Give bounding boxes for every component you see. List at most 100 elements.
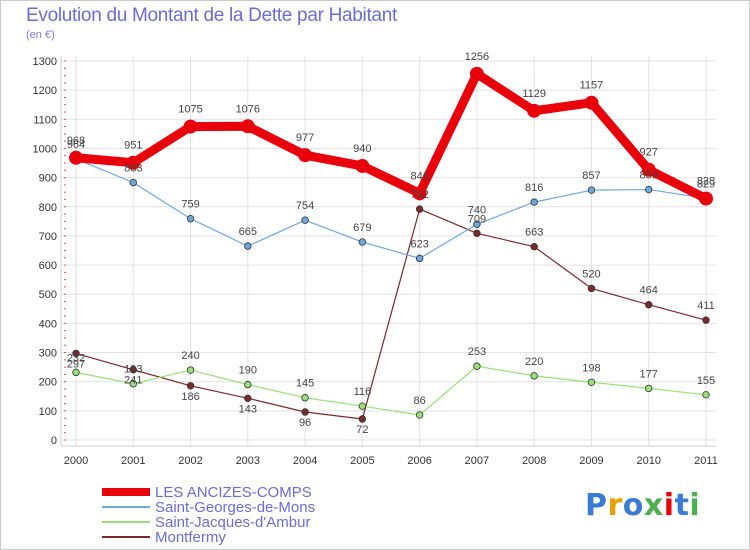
data-point	[699, 191, 713, 206]
legend-label: Saint-Jacques-d'Ambur	[155, 514, 310, 531]
data-label: 220	[525, 356, 543, 368]
data-label: 411	[697, 300, 715, 312]
data-label: 977	[296, 132, 314, 144]
series-line-3	[75, 208, 707, 420]
data-point	[645, 301, 653, 309]
data-point	[301, 408, 309, 416]
data-point	[587, 284, 596, 293]
axes: 0 100 200 300 400 500 600 700 800 900 1000 1100 1200…	[33, 56, 718, 467]
data-label: 1076	[236, 103, 260, 115]
data-label: 1075	[178, 104, 202, 116]
data-point	[301, 216, 309, 224]
series-line-1	[75, 158, 707, 259]
data-labels: 968 951 1075 1076 977 940 846 1256 1129 1157 927 82…	[67, 51, 715, 436]
data-label: 816	[525, 182, 543, 194]
data-point	[186, 382, 195, 390]
y-tick-label: 1000	[33, 143, 57, 155]
legend: LES ANCIZES-COMPSSaint-Georges-de-MonsSa…	[102, 484, 315, 546]
data-label: 240	[181, 350, 199, 362]
data-label: 86	[414, 395, 426, 407]
data-point	[358, 415, 367, 423]
data-point	[645, 384, 653, 393]
data-point	[702, 391, 710, 399]
data-point	[183, 119, 198, 134]
data-label: 792	[410, 189, 428, 201]
data-point	[469, 66, 484, 81]
data-point	[473, 362, 481, 370]
data-label: 829	[697, 178, 715, 190]
data-label: 663	[525, 227, 543, 239]
data-label: 740	[468, 204, 486, 216]
data-label: 145	[296, 378, 314, 390]
data-label: 665	[239, 226, 257, 238]
x-tick-label: 2008	[522, 455, 546, 467]
data-point	[301, 394, 309, 402]
data-point	[587, 186, 596, 194]
x-tick-label: 2010	[636, 455, 660, 467]
data-label: 177	[640, 368, 658, 380]
proxiti-logo: Proxiti	[585, 488, 700, 523]
y-tick-label: 700	[39, 231, 57, 243]
data-label: 297	[67, 358, 85, 370]
data-label: 859	[640, 170, 658, 182]
grid-lines	[61, 56, 716, 446]
y-tick-label: 600	[39, 260, 57, 272]
data-label: 193	[124, 364, 142, 376]
data-point	[129, 366, 137, 374]
data-point	[415, 254, 424, 263]
y-tick-label: 1200	[33, 85, 57, 97]
data-label: 883	[124, 163, 142, 175]
y-tick-label: 200	[39, 377, 57, 389]
y-tick-label: 0	[51, 435, 57, 447]
data-point	[473, 220, 481, 228]
logo-letter: i	[689, 488, 701, 523]
legend-label: Saint-Georges-de-Mons	[155, 499, 315, 516]
logo-letter: t	[674, 488, 690, 523]
data-label: 155	[697, 375, 715, 387]
x-tick-label: 2005	[350, 455, 374, 467]
logo-letter: i	[663, 488, 675, 523]
data-label: 828	[697, 176, 715, 188]
x-tick-label: 2002	[178, 455, 202, 467]
data-label: 232	[67, 352, 85, 364]
data-point	[186, 215, 195, 223]
data-point	[530, 198, 538, 206]
y-tick-label: 800	[39, 202, 57, 214]
data-label: 186	[181, 391, 199, 403]
data-label: 96	[299, 417, 311, 429]
data-label: 72	[356, 424, 368, 436]
series-line-0	[71, 69, 711, 204]
data-point	[415, 205, 424, 213]
data-point	[129, 380, 137, 388]
legend-label: Montfermy	[155, 529, 226, 546]
data-point	[473, 229, 481, 237]
data-label: 754	[296, 200, 314, 212]
data-label: 190	[239, 365, 257, 377]
x-tick-label: 2004	[293, 455, 317, 467]
data-label: 241	[124, 375, 142, 387]
data-point	[129, 178, 137, 187]
logo-letter: o	[622, 488, 644, 523]
data-point	[244, 394, 252, 403]
data-point	[527, 103, 542, 118]
data-point	[645, 185, 653, 194]
x-tick-label: 2003	[236, 455, 260, 467]
data-label: 964	[67, 139, 85, 151]
y-tick-label: 300	[39, 348, 57, 360]
data-label: 951	[124, 140, 142, 152]
x-tick-label: 2007	[465, 455, 489, 467]
data-label: 968	[67, 135, 85, 147]
x-tick-label: 2011	[694, 455, 718, 467]
data-label: 940	[353, 143, 371, 155]
data-point	[240, 119, 255, 134]
data-point	[702, 316, 710, 324]
y-tick-label: 500	[39, 289, 57, 301]
data-label: 709	[468, 213, 486, 225]
data-point	[355, 158, 370, 173]
data-label: 464	[640, 285, 658, 297]
data-label: 1129	[522, 88, 546, 100]
data-label: 846	[410, 170, 428, 182]
y-tick-label: 400	[39, 318, 57, 330]
data-point	[126, 155, 141, 170]
